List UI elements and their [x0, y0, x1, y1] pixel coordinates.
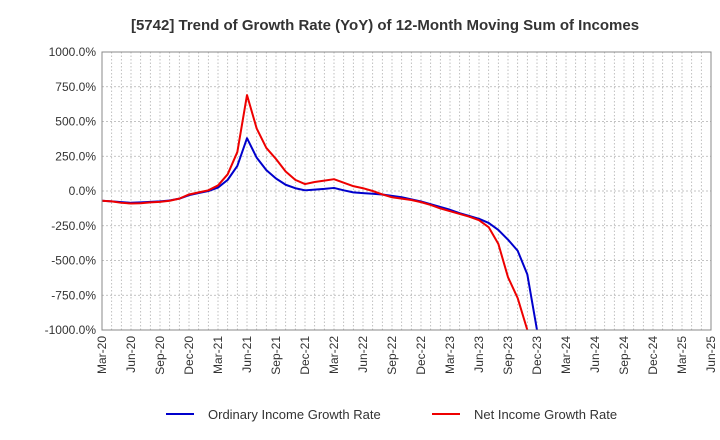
series-line-net-income	[102, 94, 529, 330]
series-lines	[102, 94, 538, 330]
y-tick-label: -1000.0%	[45, 323, 97, 337]
x-tick-label: Sep-24	[617, 336, 631, 375]
y-tick-label: 500.0%	[55, 115, 96, 129]
y-tick-label: -250.0%	[51, 219, 96, 233]
grid	[101, 51, 712, 331]
x-tick-label: Dec-23	[530, 336, 544, 375]
x-tick-label: Jun-22	[356, 336, 370, 373]
legend-item-ordinary-income: Ordinary Income Growth Rate	[166, 407, 381, 422]
x-tick-label: Sep-22	[385, 336, 399, 375]
x-tick-label: Mar-22	[327, 336, 341, 374]
x-tick-label: Dec-24	[646, 336, 660, 375]
x-tick-label: Jun-24	[588, 336, 602, 373]
chart-title: [5742] Trend of Growth Rate (YoY) of 12-…	[131, 17, 639, 34]
x-tick-label: Mar-21	[211, 336, 225, 374]
x-tick-label: Sep-23	[501, 336, 515, 375]
y-tick-label: 250.0%	[55, 149, 96, 163]
y-tick-label: 0.0%	[69, 184, 97, 198]
x-tick-label: Sep-21	[269, 336, 283, 375]
x-tick-label: Jun-21	[240, 336, 254, 373]
y-tick-label: 1000.0%	[49, 45, 97, 59]
x-tick-label: Jun-25	[704, 336, 718, 373]
x-tick-label: Mar-20	[95, 336, 109, 374]
legend: Ordinary Income Growth Rate Net Income Gr…	[166, 407, 617, 422]
x-tick-label: Jun-23	[472, 336, 486, 373]
legend-label: Ordinary Income Growth Rate	[208, 407, 381, 422]
y-tick-label: 750.0%	[55, 80, 96, 94]
x-tick-label: Sep-20	[153, 336, 167, 375]
x-tick-label: Dec-20	[182, 336, 196, 375]
x-tick-label: Mar-24	[559, 336, 573, 374]
x-tick-label: Dec-21	[298, 336, 312, 375]
x-tick-label: Dec-22	[414, 336, 428, 375]
y-tick-label: -750.0%	[51, 288, 96, 302]
y-tick-label: -500.0%	[51, 254, 96, 268]
x-tick-label: Jun-20	[124, 336, 138, 373]
legend-item-net-income: Net Income Growth Rate	[432, 407, 617, 422]
legend-label: Net Income Growth Rate	[474, 407, 617, 422]
x-tick-label: Mar-25	[675, 336, 689, 374]
plot-frame	[101, 51, 712, 331]
x-tick-label: Mar-23	[443, 336, 457, 374]
axes: 1000.0% 750.0% 500.0% 250.0% 0.0% -250.0% -500…	[45, 45, 718, 375]
